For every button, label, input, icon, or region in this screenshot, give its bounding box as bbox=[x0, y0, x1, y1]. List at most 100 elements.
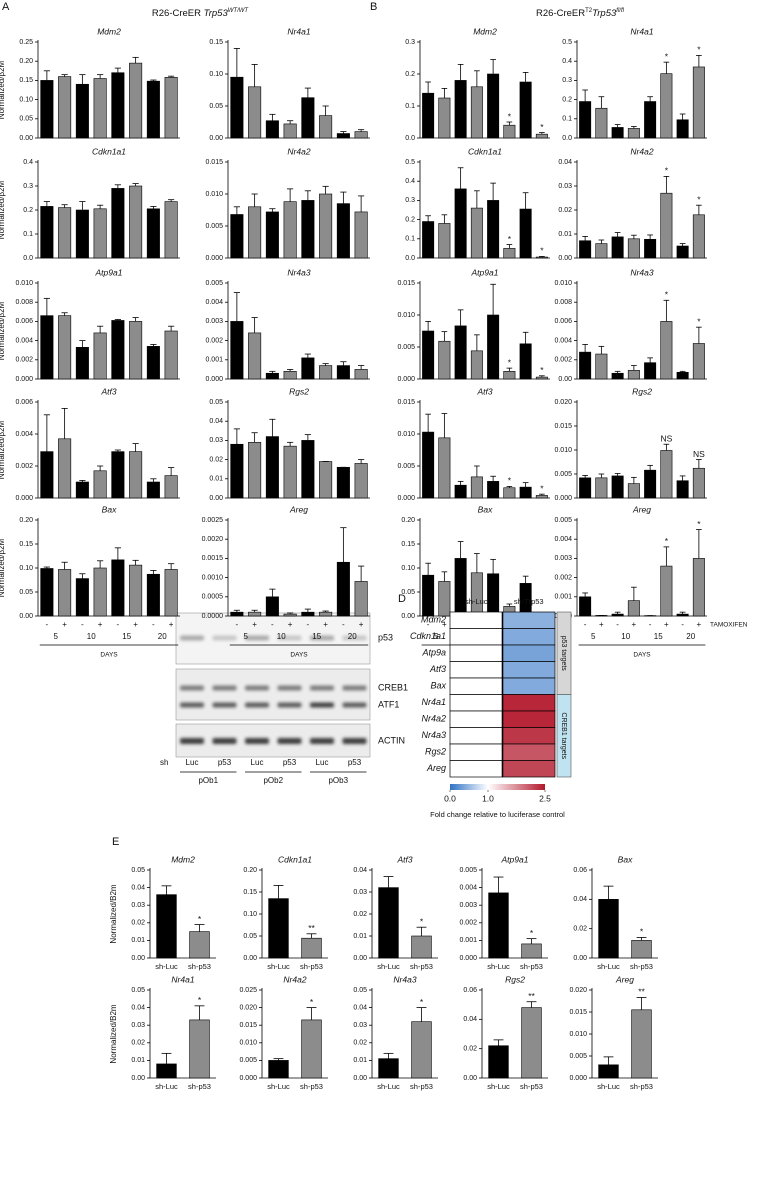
bar bbox=[337, 467, 349, 498]
y-tick-label: 0.005 bbox=[554, 471, 572, 478]
bar bbox=[596, 244, 607, 258]
bar bbox=[422, 93, 433, 138]
y-tick-label: 0.000 bbox=[554, 495, 572, 502]
row-label: Bax bbox=[430, 681, 446, 691]
x-tick-label: - bbox=[307, 620, 310, 629]
bar bbox=[58, 316, 70, 379]
y-tick-label: 0.20 bbox=[243, 867, 257, 874]
y-tick-label: 0.000 bbox=[397, 376, 415, 383]
y-tick-label: 0.03 bbox=[209, 437, 223, 444]
x-tick-label: sh-p53 bbox=[410, 1082, 433, 1091]
y-tick-label: 0.02 bbox=[353, 911, 367, 918]
y-tick-label: 0.5 bbox=[405, 159, 415, 166]
row-label: Areg bbox=[426, 763, 446, 773]
y-tick-label: 0.0010 bbox=[202, 574, 224, 581]
bar bbox=[487, 481, 498, 498]
bar bbox=[248, 333, 260, 379]
y-tick-label: 0.004 bbox=[459, 884, 477, 891]
lane-label: p53 bbox=[348, 758, 362, 767]
bar bbox=[536, 377, 547, 379]
y-tick-label: 0.06 bbox=[573, 867, 587, 874]
blot-band bbox=[180, 636, 204, 641]
row-label: Nr4a1 bbox=[421, 697, 446, 707]
y-tick-label: 0.15 bbox=[401, 541, 415, 548]
bar bbox=[41, 452, 53, 498]
chart-title: Cdkn1a1 bbox=[92, 146, 126, 156]
significance-label: * bbox=[697, 519, 701, 529]
x-axis-label: DAYS bbox=[633, 652, 651, 659]
y-tick-label: 0.20 bbox=[19, 517, 33, 524]
lane-label: p53 bbox=[283, 758, 297, 767]
y-tick-label: 0.1 bbox=[405, 103, 415, 110]
chart-title: Atf3 bbox=[476, 386, 492, 396]
x-tick-label: - bbox=[152, 620, 155, 629]
bar bbox=[596, 478, 607, 498]
bar bbox=[677, 120, 688, 138]
y-tick-label: 0.01 bbox=[131, 1057, 145, 1064]
bar bbox=[471, 573, 482, 616]
bar bbox=[41, 568, 53, 616]
bar bbox=[337, 134, 349, 138]
significance-label: * bbox=[697, 194, 701, 204]
bar bbox=[455, 80, 466, 138]
lane-label: p53 bbox=[218, 758, 232, 767]
bar bbox=[129, 63, 141, 138]
blot-band bbox=[213, 636, 237, 641]
y-tick-label: 0.3 bbox=[405, 197, 415, 204]
heatmap-cell bbox=[450, 662, 503, 679]
bar bbox=[337, 204, 349, 258]
column-label: sh-Luc bbox=[465, 597, 488, 606]
bar bbox=[677, 372, 688, 379]
y-tick-label: 0.00 bbox=[131, 1075, 145, 1082]
significance-label: * bbox=[540, 483, 544, 493]
y-tick-label: 0.3 bbox=[562, 77, 572, 84]
chart-title: Atp9a1 bbox=[95, 267, 123, 277]
bar bbox=[157, 895, 177, 958]
y-tick-label: 0.04 bbox=[209, 418, 223, 425]
lane-label: Luc bbox=[251, 758, 264, 767]
chart-title: Bax bbox=[618, 854, 633, 864]
y-tick-label: 0.01 bbox=[558, 231, 572, 238]
y-tick-label: 0.15 bbox=[209, 39, 223, 46]
heatmap-cell bbox=[503, 728, 556, 745]
group-label: 15 bbox=[122, 632, 131, 641]
bar bbox=[302, 1020, 322, 1078]
bar-chart: Areg0.0000.0050.0100.0150.020sh-Luc**sh-… bbox=[569, 974, 658, 1091]
bar bbox=[677, 481, 688, 498]
bar bbox=[355, 581, 367, 616]
bar bbox=[165, 331, 177, 379]
row-label: Atp9a bbox=[421, 648, 446, 658]
bar bbox=[487, 74, 498, 138]
y-axis-label: Normalized/B2m bbox=[109, 1004, 118, 1063]
group-label: 20 bbox=[348, 632, 357, 641]
y-tick-label: 0.015 bbox=[239, 1022, 257, 1029]
y-tick-label: 0.2 bbox=[405, 71, 415, 78]
y-tick-label: 0.00 bbox=[19, 135, 33, 142]
y-tick-label: 0.10 bbox=[209, 71, 223, 78]
y-tick-label: 0.04 bbox=[573, 896, 587, 903]
x-tick-label: + bbox=[288, 620, 293, 629]
row-label: Atf3 bbox=[429, 664, 446, 674]
x-tick-label: - bbox=[81, 620, 84, 629]
bar-chart: Atp9a10.0000.0020.0040.0060.0080.010Norm… bbox=[0, 267, 180, 383]
bar bbox=[439, 223, 450, 258]
heatmap-cell bbox=[450, 629, 503, 646]
heatmap-cell bbox=[450, 728, 503, 745]
lane-label: Luc bbox=[186, 758, 199, 767]
bar bbox=[112, 73, 124, 138]
chart-title: Nr4a2 bbox=[630, 146, 653, 156]
chart-title: Nr4a2 bbox=[287, 146, 310, 156]
bar-chart: Mdm20.000.010.020.030.040.05Normalized/B… bbox=[109, 854, 216, 971]
x-tick-label: sh-Luc bbox=[267, 962, 290, 971]
x-tick-label: + bbox=[133, 620, 138, 629]
bar bbox=[58, 439, 70, 498]
significance-label: * bbox=[540, 122, 544, 132]
protein-label: ATF1 bbox=[378, 699, 399, 709]
blot-band bbox=[278, 738, 302, 744]
bar bbox=[129, 321, 141, 379]
significance-label: ** bbox=[528, 991, 535, 1001]
